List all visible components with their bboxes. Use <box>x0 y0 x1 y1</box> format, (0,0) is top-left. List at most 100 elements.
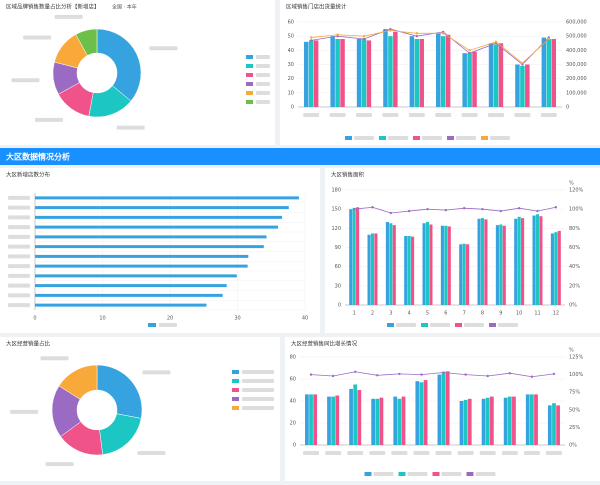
bar <box>356 39 362 107</box>
line-point <box>389 29 392 32</box>
bar <box>539 216 543 305</box>
legend-swatch <box>364 472 372 476</box>
bar <box>436 33 441 108</box>
panel <box>0 168 320 333</box>
blurred-label <box>407 472 428 476</box>
bar <box>422 223 426 305</box>
blurred-label <box>242 370 274 374</box>
bar <box>445 34 451 107</box>
line-point <box>309 373 313 376</box>
pie-slice <box>75 28 98 56</box>
bar <box>535 214 540 305</box>
blurred-label <box>373 472 394 476</box>
line-point <box>362 37 366 41</box>
blurred-label <box>256 55 270 59</box>
blurred-label <box>8 244 30 249</box>
y2-tick-label: 25% <box>569 425 580 431</box>
bar <box>305 394 309 445</box>
blurred-label <box>501 451 518 455</box>
x-tick-label: 2 <box>371 311 374 317</box>
panel <box>325 168 600 333</box>
bar <box>534 394 538 445</box>
y-tick-label: 60 <box>290 377 296 383</box>
y-tick-label: 0 <box>291 105 294 111</box>
bar <box>35 206 289 210</box>
pie-slice <box>96 364 143 419</box>
bar <box>541 37 547 108</box>
bar <box>488 43 494 107</box>
line-point <box>407 209 411 213</box>
bar <box>388 36 393 107</box>
y-tick-label: 30 <box>335 283 341 289</box>
line-point <box>310 39 313 42</box>
bar <box>447 226 451 305</box>
blurred-label <box>8 205 30 210</box>
bar <box>313 394 318 445</box>
y2-tick-label: 0 <box>566 105 569 111</box>
line-point <box>530 375 534 378</box>
line-point <box>468 51 471 55</box>
bar <box>551 39 556 107</box>
blurred-label <box>347 451 364 455</box>
legend-swatch <box>246 100 253 104</box>
bar <box>429 224 433 305</box>
blurred-label <box>435 113 452 117</box>
line-point <box>536 209 539 213</box>
line-point <box>499 209 503 213</box>
legend-swatch <box>379 136 386 140</box>
y-tick-label: 40 <box>288 48 294 54</box>
pie-slice <box>58 364 98 400</box>
line-point <box>354 370 357 373</box>
banner <box>0 148 600 165</box>
line-point <box>486 374 489 378</box>
legend-swatch <box>489 323 496 327</box>
y2-axis-label: % <box>569 348 574 354</box>
line <box>354 206 556 214</box>
y2-tick-label: 20% <box>569 283 580 289</box>
blurred-label <box>354 136 374 140</box>
bar <box>493 44 499 107</box>
line-point <box>494 40 498 44</box>
line <box>311 30 550 64</box>
y-tick-label: 20 <box>290 421 296 427</box>
bar <box>484 219 488 305</box>
bar <box>507 396 512 445</box>
bar <box>35 225 278 229</box>
bar <box>404 236 408 305</box>
legend-swatch <box>413 136 420 140</box>
line-point <box>444 208 448 212</box>
bar <box>462 243 466 305</box>
bar <box>35 245 264 249</box>
y2-tick-label: 0% <box>569 303 577 309</box>
x-tick-label: 11 <box>534 311 540 317</box>
legend-swatch <box>148 323 156 327</box>
x-tick-label: 7 <box>463 311 466 317</box>
bar <box>35 196 299 200</box>
bar <box>419 382 424 445</box>
bar <box>547 405 552 445</box>
bar <box>502 225 506 305</box>
blurred-label <box>8 225 30 230</box>
bar <box>411 236 415 305</box>
y2-tick-label: 125% <box>569 355 584 361</box>
bar <box>393 396 398 445</box>
legend-swatch <box>246 73 253 77</box>
legend-swatch <box>387 323 394 327</box>
bar <box>349 209 353 305</box>
legend-swatch <box>246 82 253 86</box>
blurred-label <box>8 303 30 308</box>
bar <box>415 381 420 445</box>
bar <box>498 43 504 107</box>
y2-tick-label: 75% <box>569 390 580 396</box>
blurred-label <box>8 215 30 220</box>
bar <box>374 233 378 305</box>
y2-tick-label: 50% <box>569 407 580 413</box>
y2-tick-label: 100,000 <box>566 90 587 96</box>
blurred-label <box>545 451 562 455</box>
chart-title: 区域品牌销售数量占比分析【新增店】 <box>6 3 100 11</box>
bar <box>520 65 525 107</box>
blurred-label <box>256 73 270 77</box>
blurred-label <box>413 451 430 455</box>
